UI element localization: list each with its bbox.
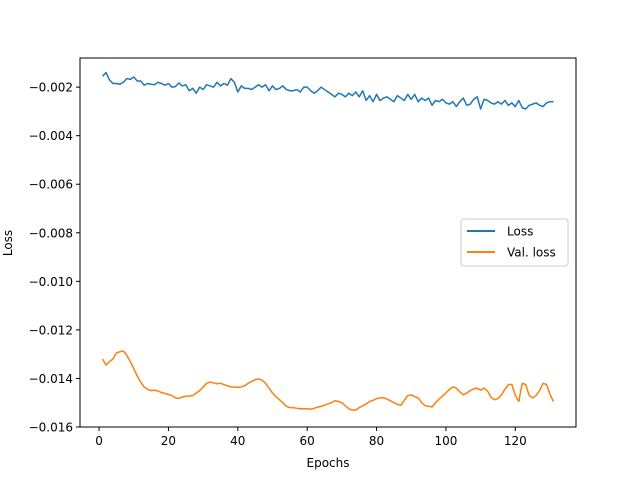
x-tick-label: 100 [434,434,457,448]
legend-label-loss: Loss [507,225,533,239]
y-tick-label: −0.016 [29,421,73,435]
x-tick-label: 120 [504,434,527,448]
y-tick-label: −0.002 [29,81,73,95]
x-tick-label: 60 [300,434,315,448]
legend-label-val-loss: Val. loss [507,246,556,260]
y-axis-label: Loss [1,230,15,256]
x-tick-label: 0 [95,434,103,448]
y-tick-label: −0.012 [29,323,73,337]
y-tick-label: −0.014 [29,372,73,386]
series-line-val-loss [101,350,555,411]
y-tick-label: −0.006 [29,178,73,192]
legend: Loss Val. loss [460,218,569,267]
plot-frame [79,57,577,428]
y-tick-label: −0.010 [29,275,73,289]
x-tick-label: 20 [161,434,176,448]
x-tick-label: 40 [230,434,245,448]
plot-lines [101,71,555,411]
x-axis-label: Epochs [307,456,350,470]
series-line-loss [102,71,554,110]
ticks: 0 20 40 60 80 100 120 −0.016 −0.014 −0.012 −0.010 −… [29,81,527,448]
y-tick-label: −0.008 [29,226,73,240]
x-tick-label: 80 [369,434,384,448]
y-tick-label: −0.004 [29,129,73,143]
